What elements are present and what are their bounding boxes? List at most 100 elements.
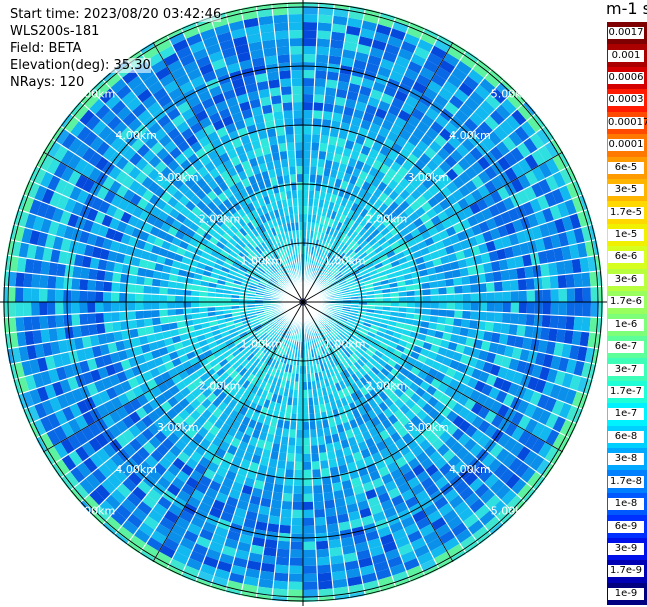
range-gate-cell — [41, 399, 55, 416]
range-gate-cell — [322, 483, 334, 493]
range-gate-cell — [237, 328, 246, 335]
range-gate-cell — [368, 399, 379, 410]
range-gate-cell — [280, 86, 293, 96]
range-gate-cell — [321, 419, 330, 429]
range-gate-cell — [303, 461, 312, 470]
range-gate-cell — [559, 419, 574, 437]
range-gate-cell — [361, 364, 371, 374]
range-gate-cell — [429, 469, 444, 484]
range-gate-cell — [223, 405, 234, 417]
range-gate-cell — [267, 357, 274, 367]
range-gate-cell — [256, 312, 265, 317]
range-gate-cell — [303, 565, 318, 574]
range-gate-cell — [391, 570, 410, 584]
range-gate-cell — [367, 496, 381, 508]
range-gate-cell — [31, 273, 41, 289]
range-gate-cell — [370, 366, 381, 376]
range-gate-cell — [249, 332, 258, 340]
range-gate-cell — [498, 333, 509, 346]
range-gate-cell — [346, 319, 356, 325]
range-gate-cell — [32, 419, 47, 437]
range-gate-cell — [272, 333, 280, 341]
range-gate-cell — [276, 315, 284, 321]
range-gate-cell — [576, 376, 589, 394]
range-gate-cell — [248, 436, 259, 447]
colorbar-tick-label: 0.0006 — [608, 72, 644, 85]
range-gate-cell — [454, 480, 469, 495]
range-gate-cell — [340, 314, 349, 320]
range-gate-cell — [544, 446, 560, 464]
range-gate-cell — [312, 331, 318, 341]
range-gate-cell — [296, 182, 303, 191]
range-gate-cell — [272, 483, 284, 493]
range-gate-cell — [334, 448, 345, 459]
range-gate-cell — [328, 350, 335, 360]
range-gate-cell — [39, 315, 49, 330]
range-gate-cell — [284, 126, 295, 135]
range-gate-cell — [377, 326, 387, 334]
range-gate-cell — [267, 425, 277, 436]
range-gate-cell — [319, 328, 325, 337]
range-gate-cell — [290, 541, 303, 550]
range-gate-cell — [393, 362, 404, 373]
range-gate-cell — [263, 373, 271, 383]
range-gate-cell — [364, 488, 378, 500]
range-gate-cell — [386, 372, 397, 383]
range-gate-cell — [375, 568, 392, 581]
range-gate-cell — [311, 126, 322, 135]
range-gate-cell — [470, 302, 479, 312]
range-gate-cell — [485, 281, 495, 293]
range-gate-cell — [319, 403, 327, 413]
range-gate-cell — [228, 379, 238, 390]
range-gate-cell — [470, 292, 479, 302]
range-gate-cell — [349, 330, 359, 337]
range-gate-cell — [472, 525, 490, 542]
range-gate-cell — [482, 361, 494, 374]
range-gate-cell — [296, 413, 303, 422]
range-gate-cell — [295, 158, 303, 167]
range-gate-cell — [547, 327, 558, 343]
range-gate-cell — [256, 438, 266, 449]
range-gate-cell — [342, 446, 353, 457]
range-gate-cell — [363, 455, 375, 467]
range-gate-cell — [561, 343, 572, 359]
range-gate-cell — [372, 338, 382, 346]
range-gate-cell — [202, 362, 213, 373]
range-gate-cell — [313, 508, 326, 518]
range-gate-cell — [438, 302, 447, 310]
range-gate-cell — [459, 534, 477, 551]
range-gate-cell — [110, 396, 123, 410]
range-gate-cell — [252, 357, 261, 367]
range-gate-cell — [358, 344, 368, 353]
range-gate-cell — [273, 22, 289, 32]
range-gate-cell — [447, 341, 458, 352]
range-gate-cell — [138, 362, 150, 374]
range-gate-cell — [220, 330, 230, 338]
range-gate-cell — [347, 375, 356, 386]
range-gate-cell — [242, 389, 251, 399]
range-gate-cell — [295, 429, 303, 438]
range-gate-cell — [303, 373, 308, 382]
range-gate-cell — [352, 324, 362, 332]
range-gate-cell — [323, 427, 332, 437]
range-gate-cell — [243, 350, 253, 359]
range-gate-cell — [544, 396, 557, 413]
range-gate-cell — [269, 319, 278, 326]
range-gate-cell — [267, 339, 275, 348]
range-gate-cell — [247, 330, 257, 337]
range-gate-cell — [148, 341, 159, 352]
range-gate-cell — [564, 388, 577, 406]
range-gate-cell — [363, 318, 373, 325]
range-gate-cell — [136, 500, 153, 516]
range-gate-cell — [211, 499, 226, 512]
range-gate-cell — [573, 360, 585, 377]
range-gate-cell — [150, 348, 162, 360]
range-gate-cell — [537, 442, 553, 459]
range-gate-cell — [356, 334, 366, 342]
range-gate-cell — [327, 342, 334, 351]
range-gate-cell — [96, 403, 110, 418]
range-gate-cell — [186, 522, 203, 536]
range-gate-cell — [251, 334, 260, 343]
range-gate-cell — [481, 383, 494, 397]
range-gate-cell — [352, 339, 362, 348]
